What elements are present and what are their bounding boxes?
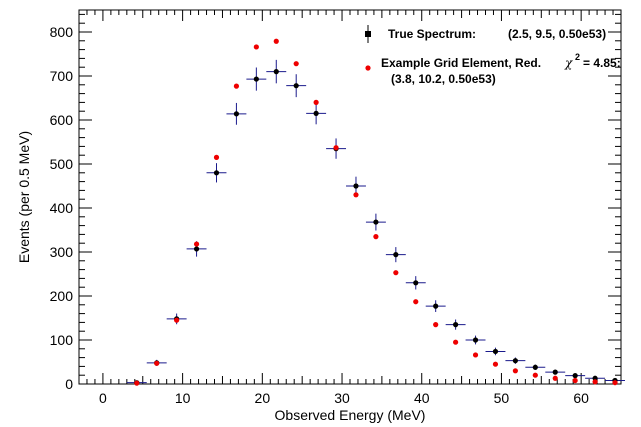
red-point: [453, 339, 459, 345]
legend-params-example-grid: (3.8, 10.2, 0.50e53): [391, 72, 496, 86]
x-tick-label: 60: [573, 390, 589, 406]
red-point: [253, 44, 259, 50]
legend-label-true-spectrum: True Spectrum:: [388, 27, 476, 41]
red-point: [353, 192, 359, 198]
red-point: [154, 360, 160, 366]
red-point: [393, 270, 399, 276]
true-point: [253, 76, 259, 82]
x-tick-label: 50: [494, 390, 510, 406]
red-point: [174, 317, 180, 323]
red-point: [472, 352, 479, 358]
series-true-spectrum: [126, 59, 625, 386]
red-point: [233, 83, 240, 89]
true-point: [393, 252, 399, 258]
red-point: [213, 154, 220, 160]
y-axis-title: Events (per 0.5 MeV): [16, 131, 32, 263]
true-point: [213, 170, 220, 176]
legend-marker-true-square: [365, 31, 371, 37]
true-point: [512, 358, 518, 364]
true-point: [193, 246, 200, 252]
true-point: [273, 69, 279, 75]
true-point: [233, 111, 240, 117]
red-point: [293, 61, 299, 67]
red-point: [413, 299, 419, 305]
x-tick-label: 10: [175, 390, 191, 406]
y-tick-label: 500: [50, 156, 74, 172]
true-point: [552, 369, 558, 375]
red-point: [273, 38, 279, 44]
true-point: [433, 303, 439, 309]
x-axis: 0 10 20 30 40 50 60: [78, 10, 622, 406]
y-tick-label: 0: [65, 376, 73, 392]
red-point: [552, 375, 558, 381]
legend-chi-value: = 4.85:: [583, 56, 621, 70]
red-point: [572, 377, 578, 384]
true-point: [313, 110, 319, 116]
red-point: [433, 322, 439, 328]
legend: True Spectrum: (2.5, 9.5, 0.50e53) Examp…: [365, 25, 621, 86]
red-point: [333, 145, 339, 151]
true-point: [413, 280, 419, 286]
red-point: [512, 368, 518, 374]
true-point: [492, 348, 499, 355]
legend-chi-superscript: 2: [575, 52, 580, 62]
true-point: [572, 373, 578, 379]
red-point: [193, 241, 200, 247]
true-point: [293, 83, 299, 89]
x-tick-label: 0: [99, 390, 107, 406]
legend-marker-red-circle: [365, 65, 371, 71]
legend-params-true-spectrum: (2.5, 9.5, 0.50e53): [508, 27, 606, 41]
legend-entry-example-grid: Example Grid Element, Red. χ 2 = 4.85: (…: [365, 52, 621, 86]
y-axis: 0 100 200 300 400 500 600 700 800: [50, 13, 621, 392]
true-point: [373, 219, 379, 225]
x-tick-label: 30: [334, 390, 350, 406]
y-tick-label: 100: [50, 332, 74, 348]
true-point: [353, 183, 359, 189]
legend-chi-symbol: χ: [564, 56, 573, 70]
series-example-grid: [134, 38, 618, 386]
red-point: [313, 99, 319, 105]
red-point: [532, 372, 538, 378]
red-point: [492, 361, 499, 367]
legend-entry-true-spectrum: True Spectrum: (2.5, 9.5, 0.50e53): [365, 25, 606, 43]
y-tick-label: 200: [50, 288, 74, 304]
red-point: [612, 380, 618, 386]
y-tick-label: 400: [50, 200, 74, 216]
x-tick-label: 40: [414, 390, 430, 406]
true-point: [472, 337, 479, 343]
y-tick-label: 300: [50, 244, 74, 260]
legend-label-example-grid: Example Grid Element, Red.: [381, 56, 541, 70]
y-tick-label: 700: [50, 68, 74, 84]
red-point: [592, 379, 598, 385]
true-point: [453, 322, 459, 328]
x-axis-title: Observed Energy (MeV): [275, 407, 426, 423]
true-point: [532, 364, 538, 370]
y-tick-label: 600: [50, 112, 74, 128]
y-tick-label: 800: [50, 24, 74, 40]
red-point: [134, 380, 140, 386]
red-point: [373, 234, 379, 240]
x-tick-label: 20: [255, 390, 271, 406]
